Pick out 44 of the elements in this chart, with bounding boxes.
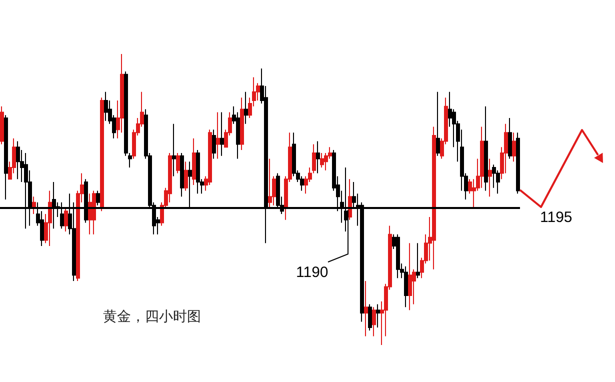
candlestick	[196, 150, 200, 194]
candlestick	[408, 242, 412, 311]
candlestick	[212, 129, 216, 160]
candlestick	[64, 208, 68, 232]
candlestick	[180, 152, 184, 198]
candlestick	[368, 304, 372, 331]
candlestick	[508, 118, 512, 160]
candlestick	[176, 152, 180, 174]
candlestick	[268, 158, 272, 209]
candlestick	[184, 161, 188, 192]
candlestick	[240, 97, 244, 151]
candlestick	[168, 152, 172, 203]
candlestick	[320, 152, 324, 168]
candlestick	[372, 306, 376, 337]
candlestick	[0, 106, 4, 145]
candlestick	[432, 126, 436, 270]
candlestick	[436, 91, 440, 156]
candlestick	[516, 132, 520, 194]
candlestick	[92, 190, 96, 235]
candlestick	[16, 140, 20, 180]
candlestick	[484, 106, 488, 192]
candlestick	[100, 97, 104, 212]
annotation: 1190	[296, 264, 328, 281]
candlestick	[48, 190, 52, 247]
candlestick	[480, 126, 484, 188]
text: 黄金，四小时图	[103, 308, 201, 324]
candlestick	[416, 242, 420, 279]
text: 1195	[540, 209, 572, 226]
candlestick	[88, 193, 92, 235]
candlestick	[348, 178, 352, 220]
candlestick	[192, 138, 196, 186]
candlestick	[488, 158, 492, 198]
candlestick	[512, 132, 516, 162]
candlestick	[244, 91, 248, 124]
candlestick	[4, 114, 8, 200]
candlestick	[216, 112, 220, 160]
candlestick	[376, 304, 380, 328]
candlestick	[104, 91, 108, 122]
candlestick	[172, 123, 176, 177]
candlestick	[396, 234, 400, 279]
candlestick	[316, 140, 320, 174]
candlestick	[364, 280, 368, 337]
candlestick	[404, 266, 408, 308]
candlestick	[220, 112, 224, 156]
